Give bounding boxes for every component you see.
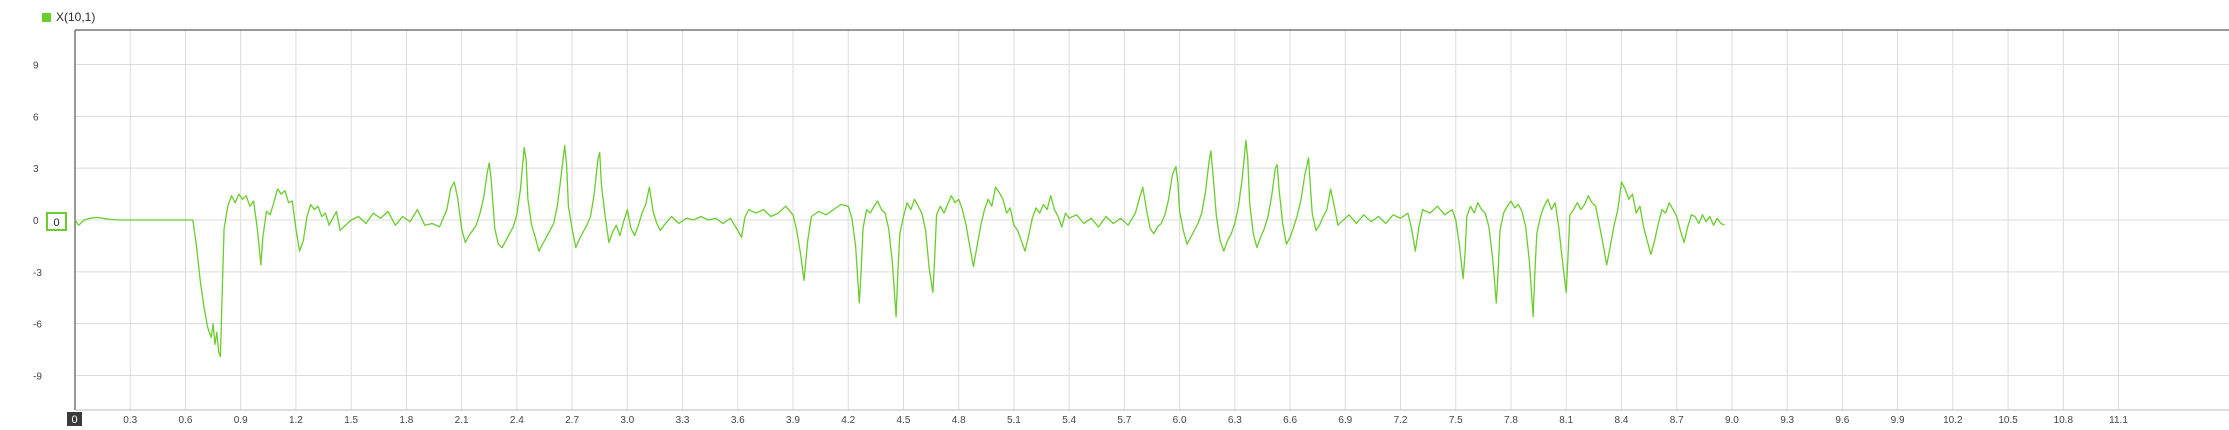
x-tick-label: 10.2 bbox=[1943, 415, 1963, 426]
x-tick-label: 8.1 bbox=[1559, 415, 1573, 426]
x-tick-label: 7.2 bbox=[1394, 415, 1408, 426]
x-tick-label: 7.5 bbox=[1449, 415, 1463, 426]
y-tick-label: 6 bbox=[33, 112, 39, 123]
x-tick-label: 6.3 bbox=[1228, 415, 1242, 426]
x-tick-label: 3.9 bbox=[786, 415, 800, 426]
x-tick-label: 3.6 bbox=[731, 415, 745, 426]
x-tick-label: 9.3 bbox=[1780, 415, 1794, 426]
y-tick-label: -3 bbox=[33, 268, 42, 279]
x-tick-label: 0.9 bbox=[234, 415, 248, 426]
x-tick-label: 4.2 bbox=[841, 415, 855, 426]
x-tick-label: 5.7 bbox=[1117, 415, 1131, 426]
grid bbox=[75, 30, 2229, 410]
y-tick-label: 3 bbox=[33, 164, 39, 175]
cursor-time-marker[interactable]: 0 bbox=[67, 412, 82, 426]
x-tick-label: 3.3 bbox=[676, 415, 690, 426]
x-tick-label: 10.5 bbox=[1998, 415, 2018, 426]
x-tick-label: 1.5 bbox=[344, 415, 358, 426]
legend: X(10,1) bbox=[42, 9, 95, 25]
series-line-x10-1 bbox=[74, 139, 1725, 358]
cursor-value-box[interactable] bbox=[46, 212, 67, 231]
cursor-value-label: 0 bbox=[53, 217, 59, 229]
x-tick-label: 1.8 bbox=[399, 415, 413, 426]
cursor-time-label: 0 bbox=[71, 414, 77, 426]
y-tick-label: 9 bbox=[33, 61, 39, 72]
x-tick-label: 0.3 bbox=[123, 415, 137, 426]
y-tick-label: -9 bbox=[33, 371, 42, 382]
x-tick-label: 8.4 bbox=[1615, 415, 1629, 426]
x-tick-label: 4.5 bbox=[897, 415, 911, 426]
x-tick-label: 9.0 bbox=[1725, 415, 1739, 426]
x-tick-label: 6.0 bbox=[1173, 415, 1187, 426]
x-tick-label: 9.9 bbox=[1891, 415, 1905, 426]
y-tick-label: 0 bbox=[33, 216, 39, 227]
y-tick-label: -6 bbox=[33, 320, 42, 331]
y-tick-labels: 9 6 3 0 -3 -6 -9 bbox=[33, 61, 42, 383]
x-tick-labels: 0.3 0.6 0.9 1.2 1.5 1.8 2.1 2.4 2.7 3.0 3.3 3.6 3.9 4… bbox=[123, 415, 2128, 426]
x-tick-label: 6.6 bbox=[1283, 415, 1297, 426]
x-tick-label: 5.4 bbox=[1062, 415, 1076, 426]
x-tick-label: 3.0 bbox=[620, 415, 634, 426]
x-tick-label: 2.7 bbox=[565, 415, 579, 426]
x-tick-label: 8.7 bbox=[1670, 415, 1684, 426]
cursor-value-marker[interactable]: 0 bbox=[46, 212, 67, 231]
x-tick-label: 11.1 bbox=[2109, 415, 2128, 426]
x-tick-label: 6.9 bbox=[1338, 415, 1352, 426]
cursor-time-box[interactable] bbox=[67, 412, 82, 426]
x-tick-label: 2.4 bbox=[510, 415, 524, 426]
x-tick-label: 9.6 bbox=[1835, 415, 1849, 426]
x-tick-label: 4.8 bbox=[952, 415, 966, 426]
legend-label: X(10,1) bbox=[56, 10, 96, 24]
x-tick-label: 10.8 bbox=[2054, 415, 2074, 426]
x-tick-label: 7.8 bbox=[1504, 415, 1518, 426]
x-tick-label: 2.1 bbox=[455, 415, 469, 426]
x-tick-label: 1.2 bbox=[289, 415, 303, 426]
legend-swatch bbox=[42, 12, 51, 22]
x-tick-label: 0.6 bbox=[179, 415, 193, 426]
x-tick-label: 5.1 bbox=[1007, 415, 1021, 426]
